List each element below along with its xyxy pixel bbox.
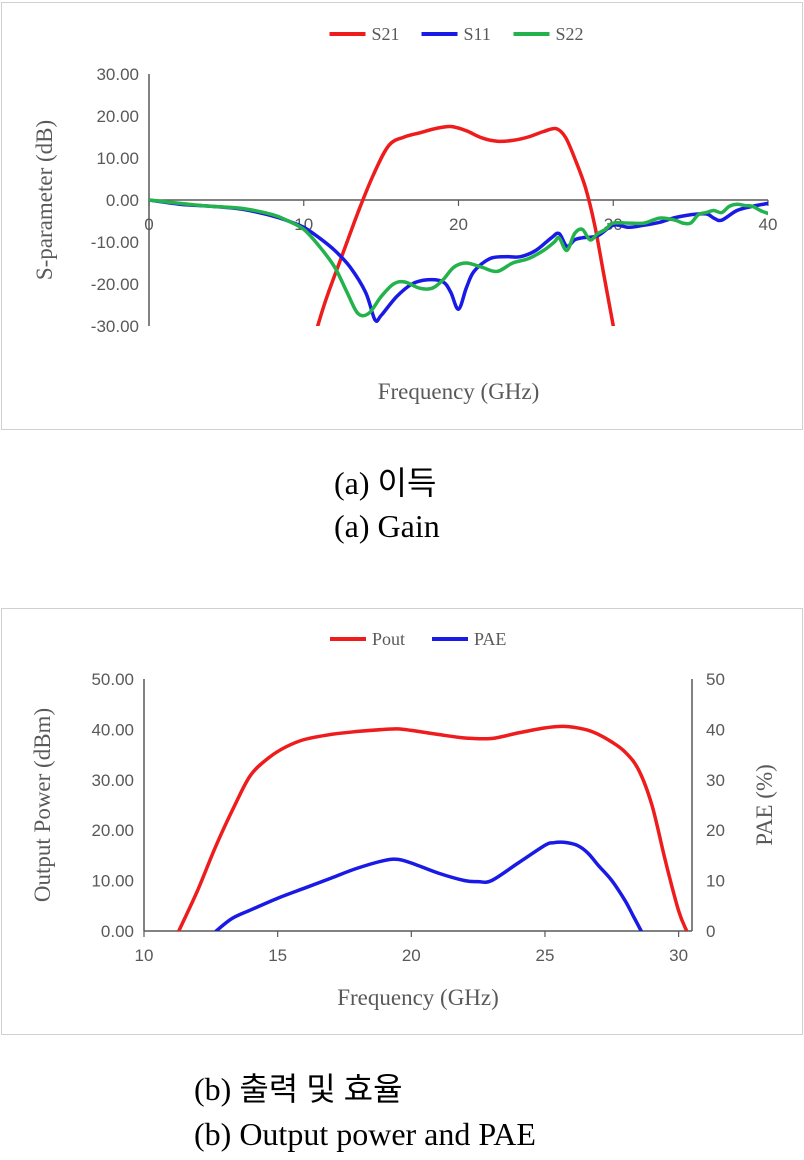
gain-series-line-s11 xyxy=(149,198,768,323)
power-y2-tick-label: 40 xyxy=(706,720,725,739)
gain-legend-label-s11: S11 xyxy=(464,24,491,44)
gain-x-tick-label: 40 xyxy=(759,215,778,234)
power-y-tick-label: 40.00 xyxy=(91,720,134,739)
power-y-tick-label: 0.00 xyxy=(101,922,134,941)
power-y2-tick-label: 30 xyxy=(706,771,725,790)
power-series-line-pae xyxy=(214,840,643,931)
power-y-axis-label: Output Power (dBm) xyxy=(30,708,55,902)
gain-x-tick-label: 0 xyxy=(144,215,153,234)
power-x-tick-label: 20 xyxy=(402,946,421,965)
chart-panel-power: 50.00 40.00 30.00 20.00 10.00 0.00 50 40 30 20 10 0… xyxy=(1,608,803,1035)
chart-panel-gain: 30.00 20.00 10.00 0.00 -10.00 -20.00 -30.00 0 10… xyxy=(1,2,803,430)
power-chart-svg: 50.00 40.00 30.00 20.00 10.00 0.00 50 40 30 20 10 0… xyxy=(30,629,777,1010)
power-y-tick-label: 30.00 xyxy=(91,771,134,790)
gain-legend-label-s22: S22 xyxy=(556,24,584,44)
gain-series-line-s21 xyxy=(315,124,616,326)
power-y2-tick-label: 10 xyxy=(706,872,725,891)
power-y-tick-label: 50.00 xyxy=(91,670,134,689)
gain-y-tick-label: -20.00 xyxy=(91,275,139,294)
gain-y-tick-label: 0.00 xyxy=(106,191,139,210)
power-y2-tick-label: 20 xyxy=(706,821,725,840)
power-y-tick-label: 10.00 xyxy=(91,872,134,891)
caption-a-english: (a) Gain xyxy=(334,508,440,544)
power-x-tick-label: 25 xyxy=(536,946,555,965)
power-x-tick-label: 10 xyxy=(135,946,154,965)
power-legend-label-pout: Pout xyxy=(372,629,405,649)
power-x-tick-label: 15 xyxy=(268,946,287,965)
gain-y-tick-label: -30.00 xyxy=(91,317,139,336)
power-series-line-pout xyxy=(177,724,689,931)
gain-y-tick-label: 20.00 xyxy=(96,107,139,126)
caption-b-english: (b) Output power and PAE xyxy=(194,1116,536,1152)
gain-y-tick-label: 10.00 xyxy=(96,149,139,168)
gain-x-axis-label: Frequency (GHz) xyxy=(378,379,540,404)
power-y2-tick-label: 50 xyxy=(706,670,725,689)
power-x-axis-label: Frequency (GHz) xyxy=(337,985,499,1010)
caption-a-korean: (a) 이득 xyxy=(334,465,437,501)
gain-y-axis-label: S-parameter (dB) xyxy=(32,120,57,280)
gain-y-tick-label: -10.00 xyxy=(91,233,139,252)
gain-x-tick-label: 20 xyxy=(449,215,468,234)
gain-y-tick-label: 30.00 xyxy=(96,65,139,84)
gain-series-line-s22 xyxy=(149,198,768,318)
caption-b-korean: (b) 출력 및 효율 xyxy=(194,1071,403,1107)
power-y2-axis-label: PAE (%) xyxy=(752,764,777,846)
gain-legend-label-s21: S21 xyxy=(372,24,400,44)
power-y2-tick-label: 0 xyxy=(706,922,715,941)
power-x-tick-label: 30 xyxy=(669,946,688,965)
power-y-tick-label: 20.00 xyxy=(91,821,134,840)
power-legend-label-pae: PAE xyxy=(474,629,506,649)
